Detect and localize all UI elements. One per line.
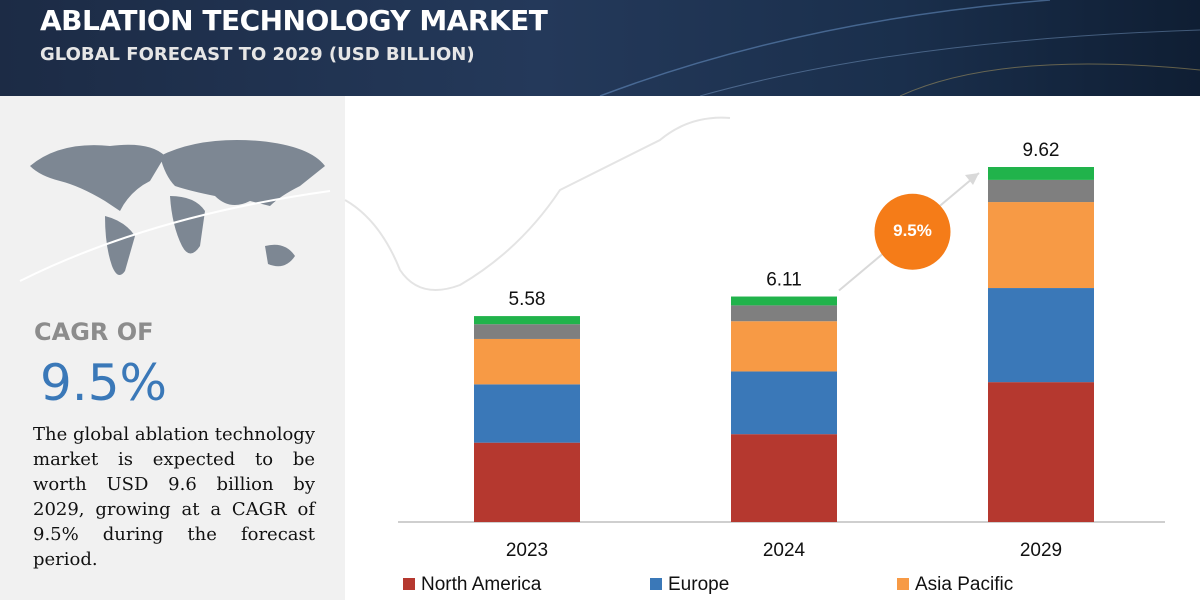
- bar-segment: [731, 434, 837, 522]
- bar-segment: [988, 382, 1094, 522]
- decorative-curve: [344, 116, 731, 291]
- legend-label: North America: [421, 574, 542, 595]
- bar-segment: [731, 321, 837, 372]
- bar-segment: [474, 316, 580, 325]
- bar-segment: [474, 384, 580, 443]
- arrow-head: [965, 173, 979, 185]
- subtitle: GLOBAL FORECAST TO 2029 (USD BILLION): [40, 44, 475, 65]
- bar-segment: [988, 202, 1094, 289]
- total-label: 6.11: [766, 270, 802, 291]
- cagr-annotation: 9.5%: [893, 221, 932, 240]
- bar-segment: [474, 442, 580, 522]
- bar-segment: [731, 296, 837, 306]
- x-tick-label: 2029: [1020, 540, 1062, 561]
- total-label: 5.58: [509, 289, 546, 310]
- legend-swatch: [403, 578, 415, 590]
- bar-segment: [988, 167, 1094, 180]
- bar-segment: [988, 288, 1094, 383]
- description: The global ablation technology market is…: [33, 424, 315, 570]
- header: ABLATION TECHNOLOGY MARKET GLOBAL FORECA…: [0, 0, 1200, 96]
- cagr-bubble: [874, 193, 951, 270]
- side-panel: CAGR OF 9.5% The global ablation technol…: [0, 96, 345, 600]
- bar-segment: [474, 338, 580, 385]
- total-label: 9.62: [1023, 140, 1060, 161]
- bar-segment: [731, 305, 837, 322]
- x-tick-label: 2023: [506, 540, 548, 561]
- legend-swatch: [650, 578, 662, 590]
- cagr-label: CAGR OF: [34, 318, 154, 346]
- bar-segment: [988, 179, 1094, 203]
- cagr-value: 9.5%: [40, 354, 168, 412]
- bar-segment: [474, 324, 580, 339]
- world-map: [19, 140, 331, 282]
- title: ABLATION TECHNOLOGY MARKET: [40, 4, 548, 37]
- header-decoration: [599, 0, 1200, 96]
- x-tick-label: 2024: [763, 540, 806, 561]
- legend-swatch: [897, 578, 909, 590]
- bar-segment: [731, 371, 837, 435]
- legend-label: Europe: [668, 574, 729, 595]
- legend-label: Asia Pacific: [915, 574, 1013, 595]
